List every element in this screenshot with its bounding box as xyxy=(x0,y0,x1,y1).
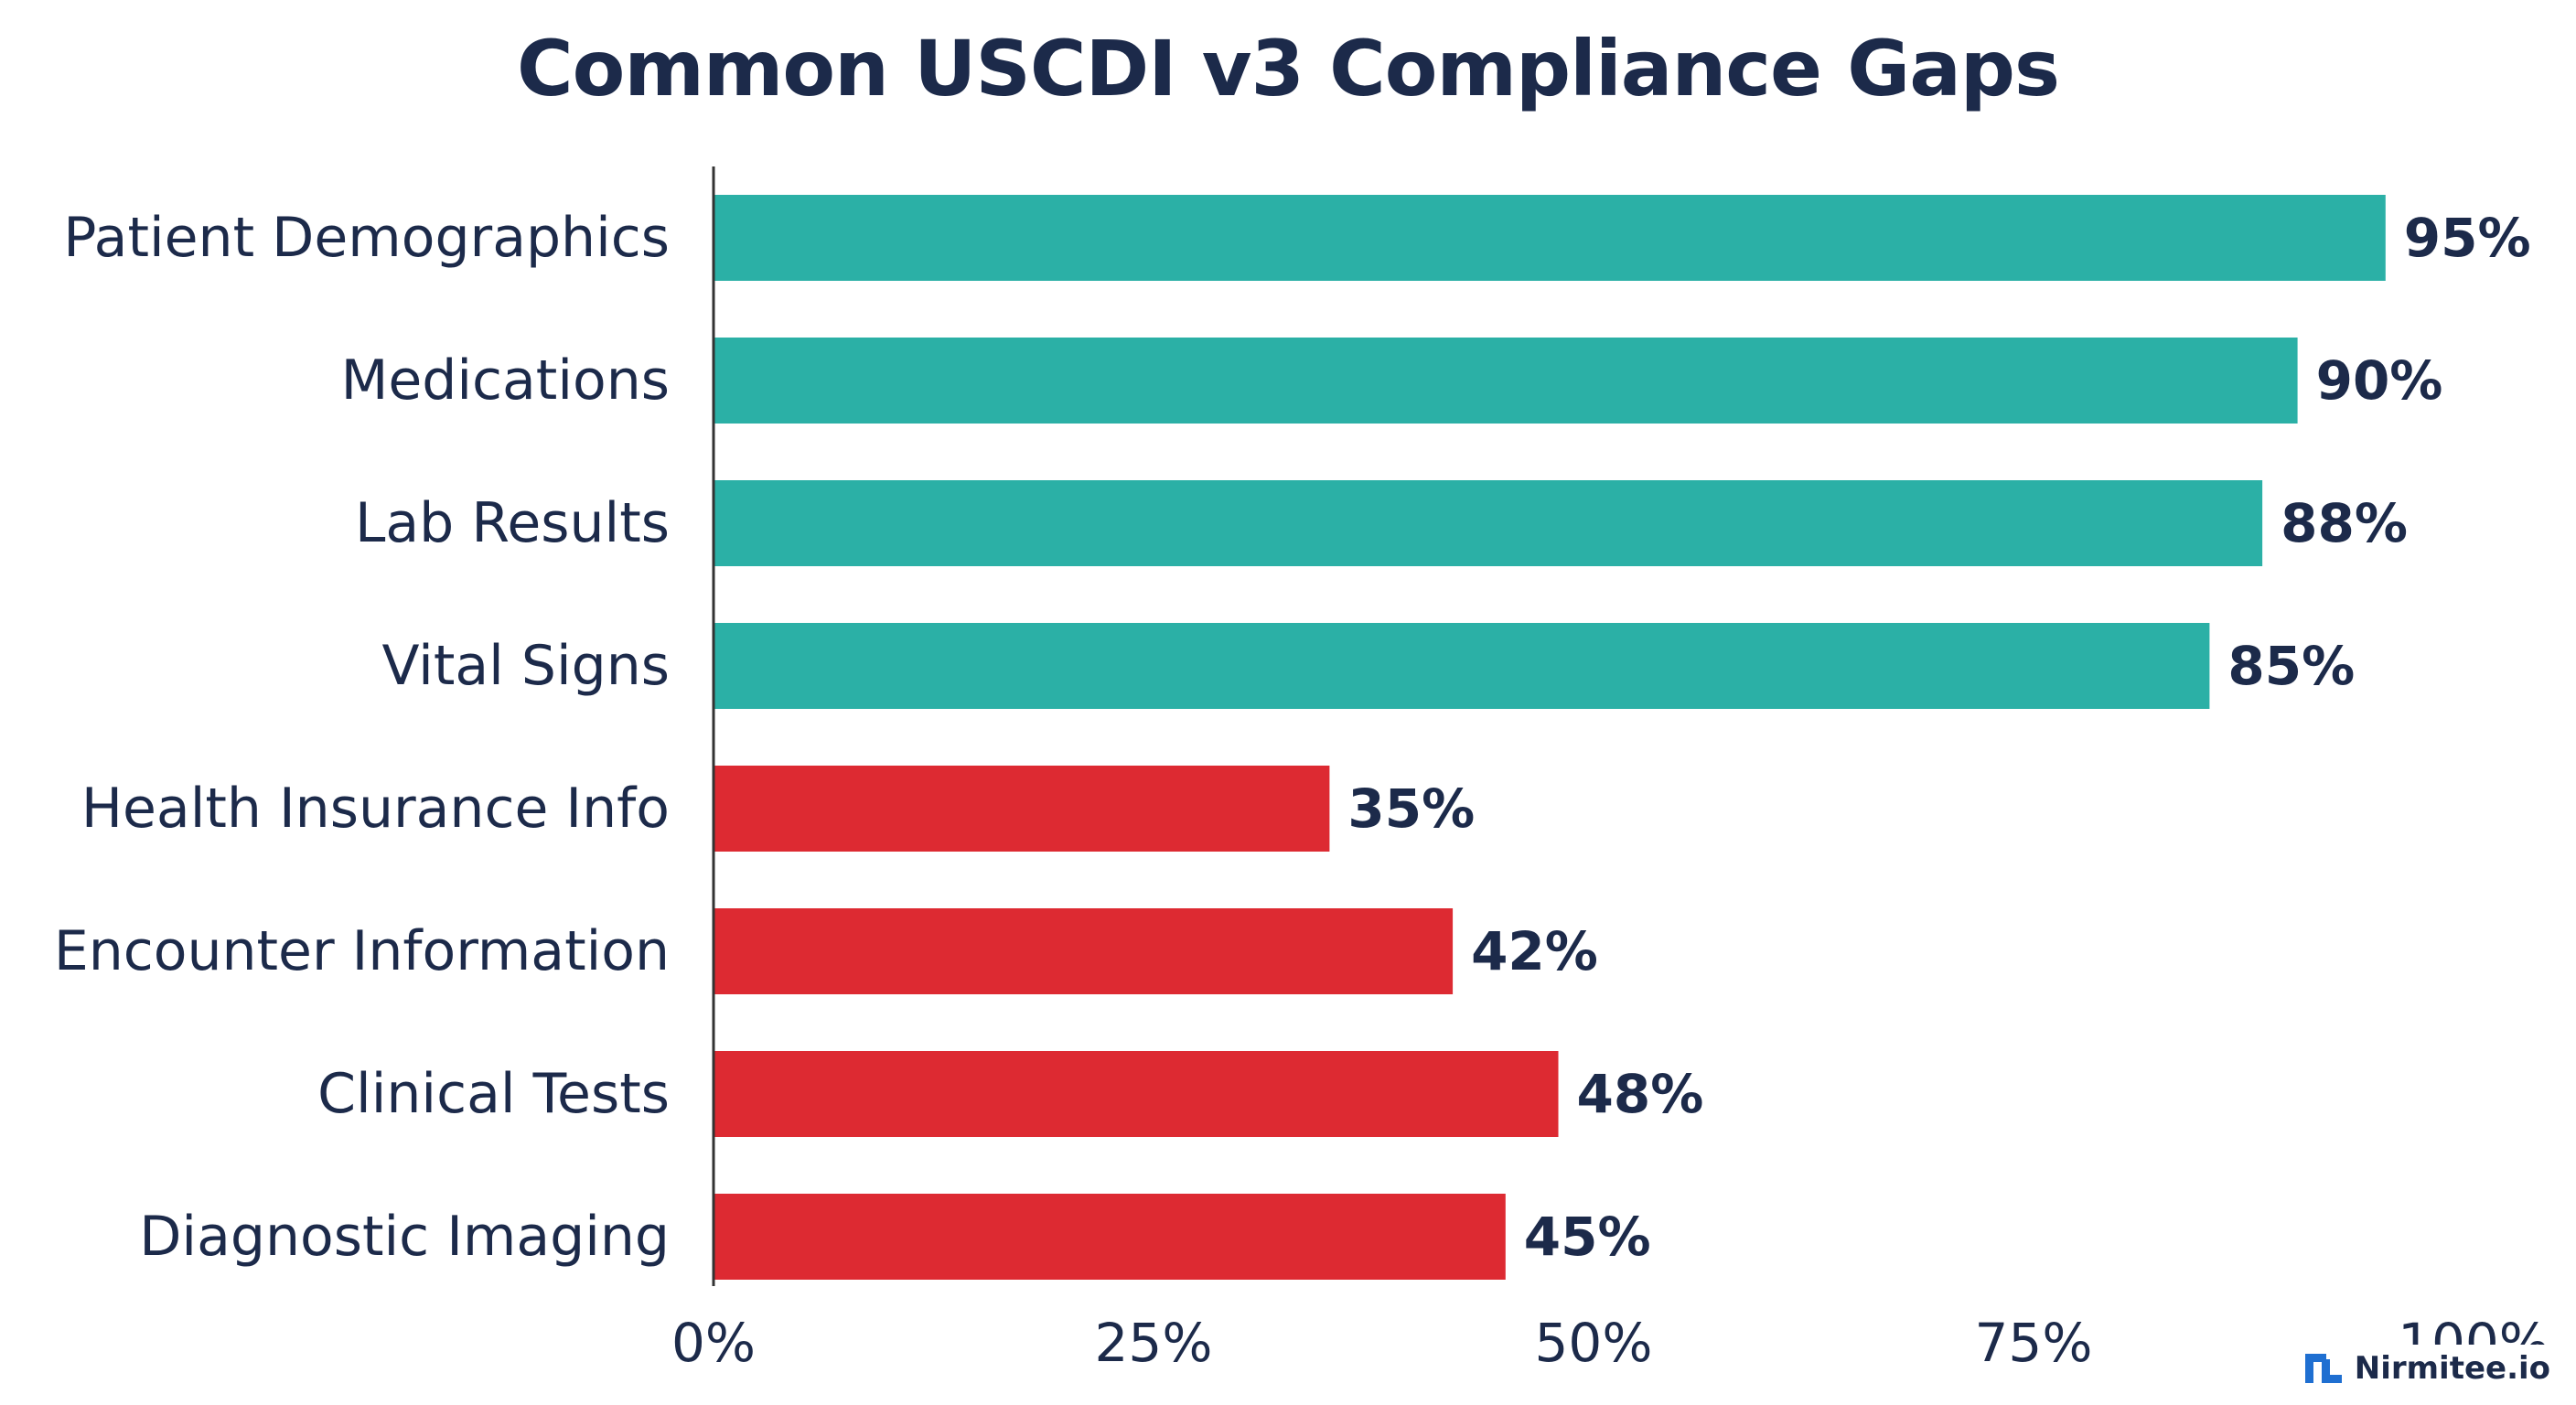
bar-health-insurance-info xyxy=(714,766,1330,852)
value-label: 95% xyxy=(2404,207,2531,269)
bar-medications xyxy=(714,338,2298,424)
bars-layer xyxy=(714,195,2386,1280)
value-label: 88% xyxy=(2281,492,2408,554)
bar-vital-signs xyxy=(714,623,2210,709)
value-labels: 95% 90% 88% 85% 35% 42% 48% 45% xyxy=(1347,207,2530,1268)
bar-clinical-tests xyxy=(714,1051,1559,1137)
value-label: 90% xyxy=(2316,349,2443,412)
category-label: Lab Results xyxy=(355,491,670,555)
brand-name: Nirmitee.io xyxy=(2354,1350,2550,1387)
value-label: 42% xyxy=(1471,920,1598,982)
x-tick-label: 0% xyxy=(671,1312,756,1374)
category-label: Diagnostic Imaging xyxy=(139,1205,670,1269)
x-tick-label: 50% xyxy=(1535,1312,1653,1374)
bar-patient-demographics xyxy=(714,195,2386,281)
value-label: 85% xyxy=(2227,635,2355,697)
x-tick-label: 25% xyxy=(1095,1312,1213,1374)
bar-encounter-information xyxy=(714,908,1454,994)
value-label: 35% xyxy=(1347,778,1475,840)
value-label: 45% xyxy=(1524,1206,1651,1268)
category-label: Encounter Information xyxy=(54,919,670,983)
brand-badge: Nirmitee.io xyxy=(2295,1345,2560,1392)
bar-lab-results xyxy=(714,480,2263,566)
category-label: Patient Demographics xyxy=(63,206,670,270)
chart-title: Common USCDI v3 Compliance Gaps xyxy=(516,24,2060,113)
category-label: Vital Signs xyxy=(381,634,670,698)
category-label: Health Insurance Info xyxy=(81,777,670,841)
bar-diagnostic-imaging xyxy=(714,1194,1506,1280)
x-axis-ticks: 0% 25% 50% 75% 100% xyxy=(671,1312,2549,1374)
nirmitee-logo-icon xyxy=(2304,1354,2342,1383)
category-labels: Patient Demographics Medications Lab Resul… xyxy=(54,206,670,1269)
category-label: Medications xyxy=(341,349,670,413)
value-label: 48% xyxy=(1577,1063,1704,1125)
x-tick-label: 75% xyxy=(1975,1312,2093,1374)
category-label: Clinical Tests xyxy=(317,1062,670,1126)
